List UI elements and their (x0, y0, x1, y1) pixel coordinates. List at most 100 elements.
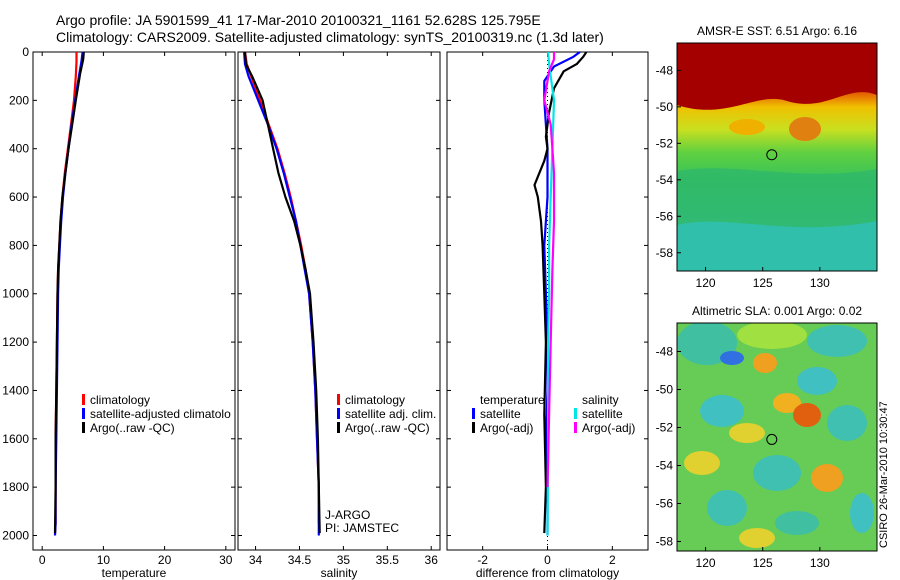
depth-tick-label: 400 (9, 142, 29, 156)
legend-argo-swatch (82, 422, 85, 433)
legend-argo-label: Argo(..raw -QC) (90, 421, 175, 435)
temperature-series-argo-raw-qc- (53, 51, 85, 534)
legend-title-salinity: salinity (582, 393, 619, 407)
temperature-xlabel: temperature (102, 566, 167, 580)
sst_map-ytick-label: -52 (656, 136, 674, 150)
sst_map-title: AMSR-E SST: 6.51 Argo: 6.16 (697, 24, 857, 38)
salinity-xtick-label: 34.5 (288, 553, 312, 567)
sla_map-title: Altimetric SLA: 0.001 Argo: 0.02 (692, 304, 862, 318)
sla-anomaly-blob (793, 403, 821, 427)
legend-sal-satellite-label: satellite adj. clim. (345, 407, 436, 421)
depth-tick-label: 600 (9, 190, 29, 204)
sst_map-ytick-label: -56 (656, 209, 674, 223)
sst_map-xtick-label: 125 (753, 276, 773, 290)
temperature-xtick-label: 0 (39, 553, 46, 567)
depth-tick-label: 1600 (2, 432, 29, 446)
annotation-pi: PI: JAMSTEC (325, 521, 399, 535)
salinity-xtick-label: 35 (337, 553, 351, 567)
sla-anomaly-blob (850, 493, 874, 533)
salinity-series-argo-raw-qc- (243, 51, 321, 534)
sla_map-ytick-label: -50 (656, 383, 674, 397)
sst-orange-patch (789, 117, 821, 141)
depth-tick-label: 1400 (2, 383, 29, 397)
sla_map-ytick-label: -54 (656, 459, 674, 473)
depth-tick-label: 2000 (2, 528, 29, 542)
temperature-panel: 0 10 20 30 temperature 0 200 400 600 800 1000 1200 1… (2, 45, 236, 580)
title-line-1: Argo profile: JA 5901599_41 17-Mar-2010 … (56, 12, 541, 28)
legend-sal-satellite-swatch (337, 408, 340, 419)
sla-anomaly-blob (811, 464, 843, 492)
temperature-frame (32, 51, 236, 551)
depth-tick-label: 1800 (2, 480, 29, 494)
sst-cyan-zone (677, 221, 877, 271)
salinity-xtick-label: 34 (249, 553, 263, 567)
legend-diff-temp-satellite-swatch (472, 408, 475, 419)
sla_map-ytick-label: -52 (656, 421, 674, 435)
sla-anomaly-blob (729, 423, 765, 443)
salinity-frame (237, 51, 441, 551)
difference-series-temperature-argo-adj- (533, 51, 588, 534)
legend-diff-sal-satellite-label: satellite (582, 407, 623, 421)
sst_map-field (677, 43, 877, 271)
sst-yellow-patch (729, 119, 765, 135)
legend-diff-sal-argo-swatch (574, 422, 577, 433)
legend-title-temperature: temperature (480, 393, 545, 407)
sst_map-argo-marker (766, 149, 778, 161)
legend-sal-argo-swatch (337, 422, 340, 433)
sla-anomaly-blob (684, 451, 720, 475)
temperature-xtick-label: 30 (219, 553, 233, 567)
difference-xtick-label: -2 (477, 553, 488, 567)
salinity-xlabel: salinity (321, 566, 358, 580)
sla-anomaly-blob (700, 395, 744, 427)
sla_map: Altimetric SLA: 0.001 Argo: 0.02 120 125 13… (656, 304, 878, 570)
sla_map-xtick-label: 130 (810, 556, 830, 570)
depth-tick-label: 1000 (2, 287, 29, 301)
legend-diff-temp-satellite-label: satellite (480, 407, 521, 421)
difference-series-salinity-argo-adj- (543, 52, 556, 488)
sst_map-xtick-label: 130 (810, 276, 830, 290)
legend-sal-climatology-label: climatology (345, 393, 405, 407)
sst_map-frame (676, 42, 878, 272)
temperature-series-satellite-adjusted-climatology (53, 51, 84, 536)
legend-diff-sal-satellite-swatch (574, 408, 577, 419)
salinity-xtick-label: 35.5 (376, 553, 400, 567)
sla_map-ytick-label: -58 (656, 535, 674, 549)
sst_map-xtick-label: 120 (696, 276, 716, 290)
title-line-2: Climatology: CARS2009. Satellite-adjuste… (56, 29, 604, 45)
legend-sal-climatology-swatch (337, 394, 340, 405)
difference-xtick-label: 2 (609, 553, 616, 567)
difference-xlabel: difference from climatology (476, 566, 619, 580)
sla-anomaly-blob (739, 528, 775, 548)
legend-diff-temp-argo-label: Argo(-adj) (480, 421, 533, 435)
sst-warm-band (677, 43, 877, 110)
sla_map-ytick-label: -48 (656, 345, 674, 359)
sla_map-ytick-label: -56 (656, 497, 674, 511)
legend-diff-temp-argo-swatch (472, 422, 475, 433)
legend-diff-sal-argo-label: Argo(-adj) (582, 421, 635, 435)
legend-climatology-swatch (82, 394, 85, 405)
sst_map-ytick-label: -58 (656, 246, 674, 260)
salinity-xtick-label: 36 (425, 553, 439, 567)
sst_map-ytick-label: -48 (656, 63, 674, 77)
sla-anomaly-blob (707, 490, 747, 526)
legend-satellite-label: satellite-adjusted climatolo (90, 407, 231, 421)
sla-anomaly-blob (775, 511, 819, 535)
sla-anomaly-blob (753, 455, 801, 491)
sla_map-field (677, 323, 877, 551)
sla-anomaly-blob (737, 323, 807, 349)
difference-series-salinity-satellite (546, 51, 556, 536)
annotation-jargo: J-ARGO (325, 508, 370, 522)
sla_map-argo-marker (766, 433, 778, 445)
sla_map-frame (676, 322, 878, 552)
sla_map-xtick-label: 125 (753, 556, 773, 570)
sst_map-ytick-label: -54 (656, 173, 674, 187)
salinity-series-satellite-adj-clim- (243, 51, 320, 536)
legend-climatology-label: climatology (90, 393, 150, 407)
sla-anomaly-blob (720, 351, 744, 365)
sla-anomaly-blob (807, 325, 867, 357)
salinity-panel: 34 34.5 35 35.5 36 salinity (237, 51, 441, 580)
depth-tick-label: 200 (9, 93, 29, 107)
sla_map-xtick-label: 120 (696, 556, 716, 570)
depth-tick-label: 800 (9, 238, 29, 252)
